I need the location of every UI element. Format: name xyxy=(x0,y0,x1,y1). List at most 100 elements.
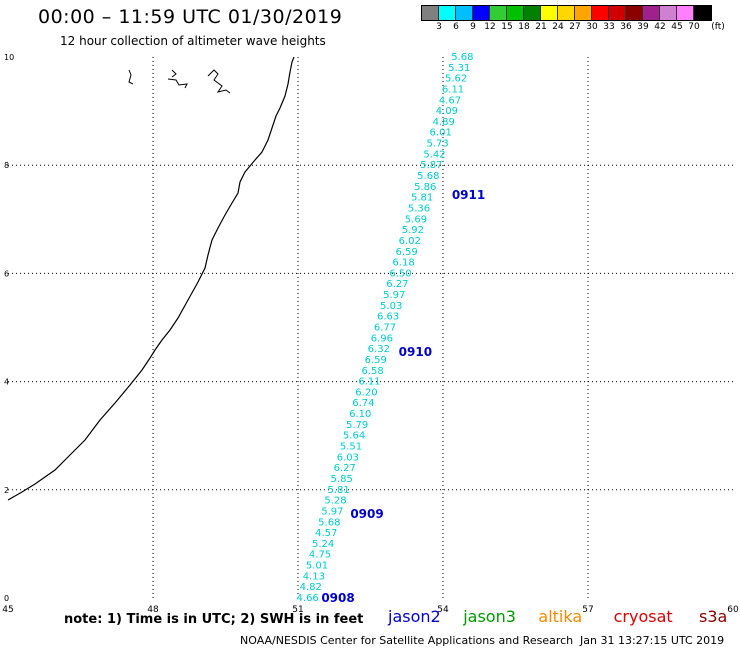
swh-value: 5.24 xyxy=(312,539,334,550)
swh-value: 6.18 xyxy=(392,258,414,269)
page-subtitle: 12 hour collection of altimeter wave hei… xyxy=(60,34,326,48)
swh-value: 5.92 xyxy=(402,225,424,236)
swh-value: 5.86 xyxy=(414,182,436,193)
island-group xyxy=(128,69,231,94)
color-scale-label: 21 xyxy=(535,22,547,32)
swh-value: 5.97 xyxy=(321,506,343,517)
color-scale-label: 70 xyxy=(688,22,700,32)
color-swatch xyxy=(524,6,541,20)
island xyxy=(128,69,134,85)
satellite-legend-item: cryosat xyxy=(613,607,673,626)
color-swatch xyxy=(439,6,456,20)
color-swatch xyxy=(422,6,439,20)
color-scale-label: 45 xyxy=(671,22,683,32)
swh-value: 6.59 xyxy=(396,247,418,258)
swh-value: 6.27 xyxy=(386,279,408,290)
swh-value: 4.67 xyxy=(439,95,461,106)
swh-value: 4.89 xyxy=(433,117,455,128)
satellite-legend-item: s3a xyxy=(699,607,728,626)
satellite-legend-item: jason2 xyxy=(388,607,441,626)
color-scale-label: 33 xyxy=(603,22,615,32)
swh-value: 4.57 xyxy=(315,528,337,539)
swh-value: 6.74 xyxy=(352,398,374,409)
page-title: 00:00 – 11:59 UTC 01/30/2019 xyxy=(38,6,343,28)
time-label: 0909 xyxy=(350,507,383,521)
swh-value: 6.63 xyxy=(377,312,399,323)
swh-value: 5.69 xyxy=(405,214,427,225)
swh-value: 6.27 xyxy=(334,463,356,474)
satellite-legend-item: altika xyxy=(538,607,583,626)
color-swatch xyxy=(609,6,626,20)
color-scale-label: 42 xyxy=(654,22,666,32)
color-scale-label: 3 xyxy=(436,22,442,32)
swh-value: 6.02 xyxy=(399,236,421,247)
swh-value: 5.68 xyxy=(451,52,473,63)
swh-value: 6.96 xyxy=(371,333,393,344)
swh-value: 6.50 xyxy=(389,268,411,279)
swh-value: 5.28 xyxy=(324,496,346,507)
swh-value: 5.36 xyxy=(408,203,430,214)
color-scale-label: 36 xyxy=(620,22,632,32)
swh-value: 6.20 xyxy=(355,387,377,398)
x-tick-label: 60 xyxy=(727,605,739,615)
color-scale-label: 24 xyxy=(552,22,564,32)
swh-value: 6.10 xyxy=(349,409,371,420)
swh-value: 5.68 xyxy=(417,171,439,182)
swh-value: 5.81 xyxy=(411,193,433,204)
swh-value: 6.01 xyxy=(430,128,452,139)
generated-timestamp: Jan 31 13:27:15 UTC 2019 xyxy=(580,634,725,647)
swh-value: 5.73 xyxy=(426,139,448,150)
swh-track: 4.664.824.135.014.755.244.575.685.975.28… xyxy=(297,52,474,604)
swh-value: 5.97 xyxy=(383,290,405,301)
color-swatch xyxy=(592,6,609,20)
time-label: 0910 xyxy=(399,345,432,359)
footer-note: note: 1) Time is in UTC; 2) SWH is in fe… xyxy=(64,612,364,627)
swh-value: 4.75 xyxy=(309,550,331,561)
swh-value: 5.68 xyxy=(318,517,340,528)
color-swatch xyxy=(660,6,677,20)
color-swatch xyxy=(473,6,490,20)
satellite-legend-item: jason3 xyxy=(463,607,516,626)
color-scale-label: 9 xyxy=(470,22,476,32)
time-label: 0911 xyxy=(452,188,485,202)
color-swatch xyxy=(490,6,507,20)
y-tick-label: 2 xyxy=(4,486,9,495)
time-labels: 0908 0909 0910 0911 xyxy=(321,188,485,605)
x-tick-label: 54 xyxy=(437,605,449,615)
y-tick-label: 0 xyxy=(4,594,9,603)
swh-value: 6.11 xyxy=(358,377,380,388)
swh-value: 4.82 xyxy=(300,582,322,593)
y-tick-label: 8 xyxy=(4,161,9,170)
x-tick-label: 51 xyxy=(292,605,303,615)
x-tick-label: 48 xyxy=(147,605,159,615)
swh-value: 5.85 xyxy=(331,474,353,485)
island xyxy=(207,69,231,94)
swh-value: 5.03 xyxy=(380,301,402,312)
island xyxy=(171,69,177,78)
color-swatch xyxy=(626,6,643,20)
y-tick-label: 10 xyxy=(4,53,14,62)
swh-value: 5.42 xyxy=(423,149,445,160)
x-tick-label: 45 xyxy=(2,605,13,615)
swh-value: 5.81 xyxy=(327,485,349,496)
swh-value: 4.13 xyxy=(303,571,325,582)
swh-value: 4.09 xyxy=(436,106,458,117)
color-swatch xyxy=(643,6,660,20)
color-scale-label: 27 xyxy=(569,22,581,32)
credit-line: NOAA/NESDIS Center for Satellite Applica… xyxy=(240,634,574,647)
y-tick-label: 6 xyxy=(4,269,9,278)
color-scale-label: 39 xyxy=(637,22,649,32)
color-scale-label: 15 xyxy=(501,22,513,32)
color-scale-label: 12 xyxy=(484,22,496,32)
color-swatch xyxy=(507,6,524,20)
grid-lines xyxy=(8,57,733,598)
time-label: 0908 xyxy=(321,591,354,605)
swh-value: 6.03 xyxy=(337,452,359,463)
swh-value: 5.51 xyxy=(340,442,362,453)
swh-value: 6.59 xyxy=(365,355,387,366)
color-scale-label: 30 xyxy=(586,22,598,32)
swh-value: 5.62 xyxy=(445,74,467,85)
color-swatch xyxy=(677,6,694,20)
swh-value: 5.79 xyxy=(346,420,368,431)
